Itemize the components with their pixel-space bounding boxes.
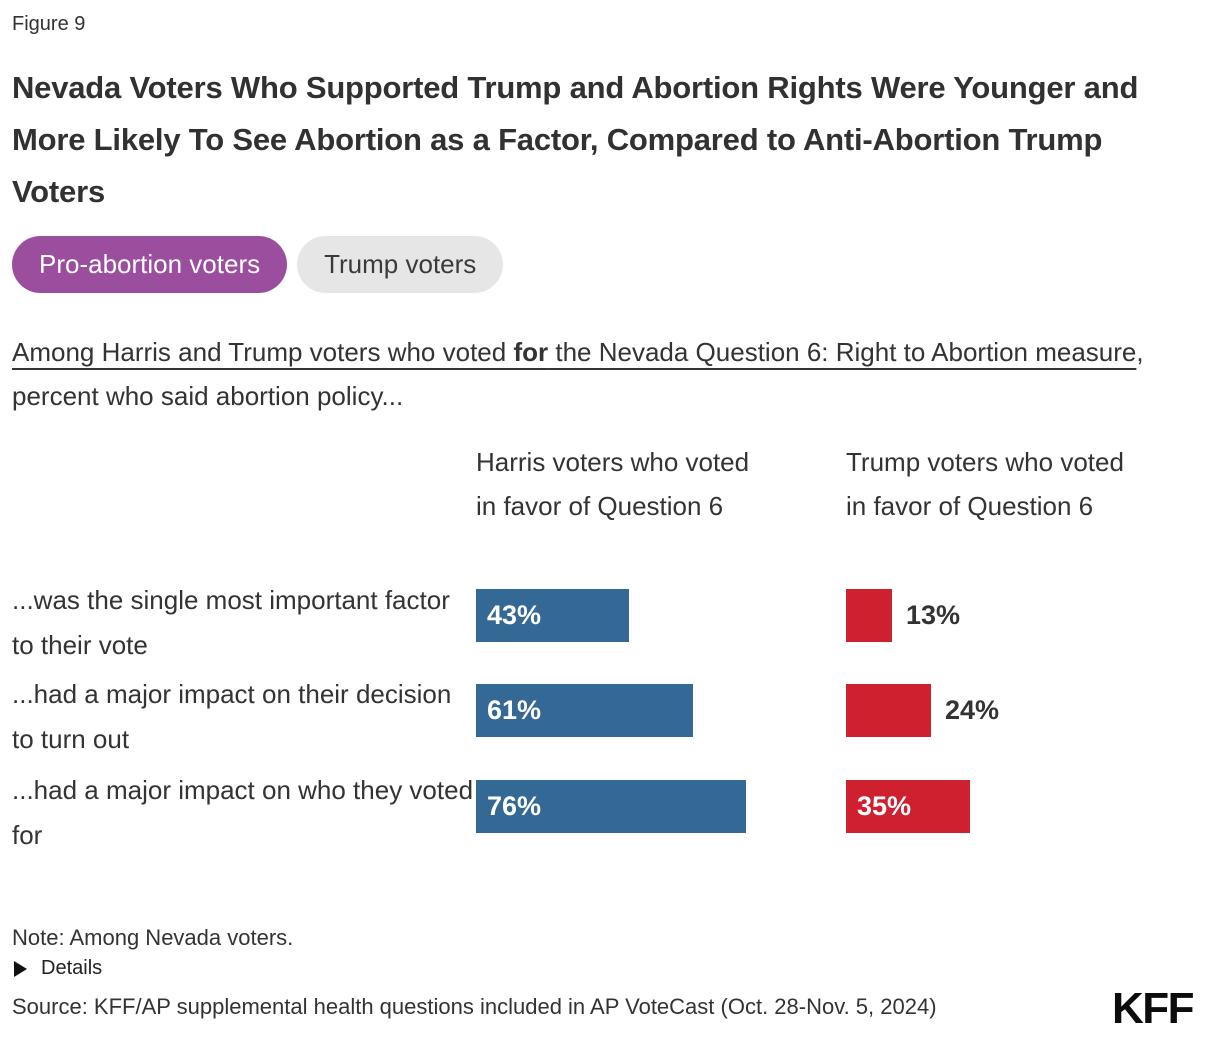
source-text: Source: KFF/AP supplemental health quest… — [12, 994, 937, 1019]
harris-bar-row2[interactable]: 61% — [476, 684, 693, 737]
trump-bar-row2[interactable] — [846, 684, 931, 737]
bar-value-label: 61% — [487, 695, 542, 725]
triangle-right-icon — [14, 960, 27, 977]
category-label: ...had a major impact on who they voted … — [12, 775, 474, 850]
bar-value-label: 24% — [945, 695, 1000, 725]
harris-bar-row3[interactable]: 76% — [476, 780, 746, 833]
bar-group: 35% — [846, 780, 970, 833]
bar-value-label: 43% — [487, 600, 542, 630]
chart-subtitle: Among Harris and Trump voters who voted … — [12, 330, 1204, 418]
details-toggle[interactable]: Details — [14, 957, 102, 980]
kff-logo: KFF — [1112, 984, 1195, 1033]
trump-bar-row3[interactable]: 35% — [846, 780, 970, 833]
details-label: Details — [41, 957, 103, 979]
category-label: ...was the single most important factor … — [12, 585, 450, 660]
subtitle-bold-word: for — [513, 337, 549, 367]
figure-label: Figure 9 — [12, 13, 86, 35]
note-text: Note: Among Nevada voters. — [12, 925, 294, 950]
bar-group: 76% — [476, 780, 746, 833]
bar-group: 13% — [846, 589, 960, 642]
trump-bar-row1[interactable] — [846, 589, 892, 642]
tab-trump-voters[interactable]: Trump voters — [297, 236, 504, 293]
bar-value-label: 35% — [857, 791, 912, 821]
tab-pro-abortion-voters[interactable]: Pro-abortion voters — [12, 236, 288, 293]
column-header-trump: Trump voters who voted in favor of Quest… — [846, 447, 1124, 521]
category-label: ...had a major impact on their decision … — [12, 679, 452, 754]
chart-title: Nevada Voters Who Supported Trump and Ab… — [12, 70, 1139, 209]
bar-group: 24% — [846, 684, 999, 737]
subtitle-underlined-prefix: Among Harris and Trump voters who voted — [12, 337, 514, 367]
bar-value-label: 13% — [906, 600, 961, 630]
column-header-harris: Harris voters who voted in favor of Ques… — [476, 447, 750, 521]
bar-group: 61% — [476, 684, 693, 737]
subtitle-rest: , percent who said abortion policy... — [12, 337, 1144, 411]
harris-bar-row1[interactable]: 43% — [476, 589, 629, 642]
subtitle-underlined-suffix: the Nevada Question 6: Right to Abortion… — [548, 337, 1137, 367]
view-tabs: Pro-abortion voters Trump voters — [12, 236, 504, 293]
bar-value-label: 76% — [487, 791, 542, 821]
bar-group: 43% — [476, 589, 629, 642]
